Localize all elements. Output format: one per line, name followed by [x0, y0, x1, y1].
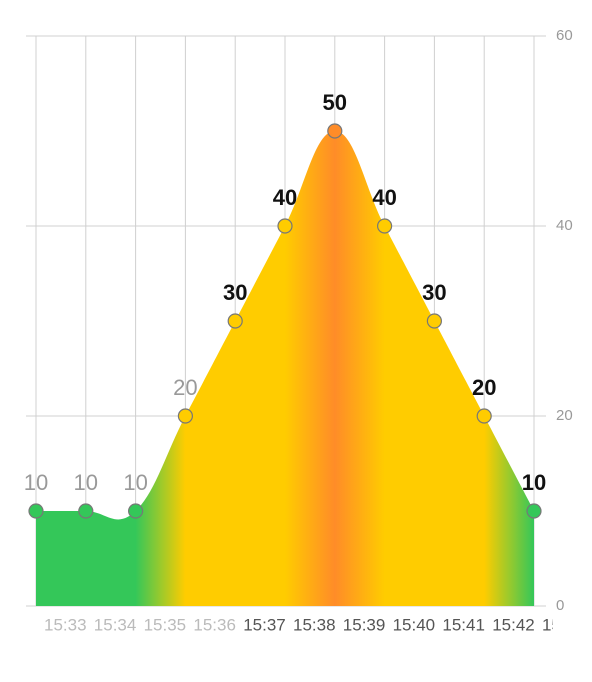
value-label: 10 — [123, 470, 147, 495]
y-tick-label: 0 — [556, 597, 564, 614]
data-point — [526, 503, 542, 519]
value-label: 40 — [372, 185, 396, 210]
value-label: 10 — [74, 470, 98, 495]
data-point — [476, 408, 492, 424]
x-tick-label: 15:39 — [343, 615, 386, 634]
x-tick-label: 15:41 — [442, 615, 485, 634]
data-point — [78, 503, 94, 519]
data-point — [128, 503, 144, 519]
value-label: 10 — [522, 470, 546, 495]
y-tick-label: 40 — [556, 217, 573, 234]
data-point — [426, 313, 442, 329]
data-point — [277, 218, 293, 234]
data-point — [177, 408, 193, 424]
data-point — [28, 503, 44, 519]
x-tick-label: 15:37 — [243, 615, 286, 634]
value-label: 20 — [173, 375, 197, 400]
data-point — [227, 313, 243, 329]
x-tick-label: 15:38 — [293, 615, 336, 634]
x-tick-label: 15:42 — [492, 615, 535, 634]
x-tick-label: 15:36 — [193, 615, 236, 634]
x-tick-label: 15:40 — [393, 615, 436, 634]
data-point — [327, 123, 343, 139]
value-label: 10 — [24, 470, 48, 495]
y-tick-label: 60 — [556, 27, 573, 44]
value-label: 40 — [273, 185, 297, 210]
x-tick-label: 15:43 — [542, 615, 585, 634]
data-point — [377, 218, 393, 234]
value-label: 50 — [323, 90, 347, 115]
value-label: 20 — [472, 375, 496, 400]
x-tick-label: 15:33 — [44, 615, 87, 634]
x-tick-label: 15:34 — [94, 615, 137, 634]
area — [36, 131, 534, 606]
value-label: 30 — [223, 280, 247, 305]
value-label: 30 — [422, 280, 446, 305]
x-tick-label: 15:35 — [144, 615, 187, 634]
y-tick-label: 20 — [556, 407, 573, 424]
